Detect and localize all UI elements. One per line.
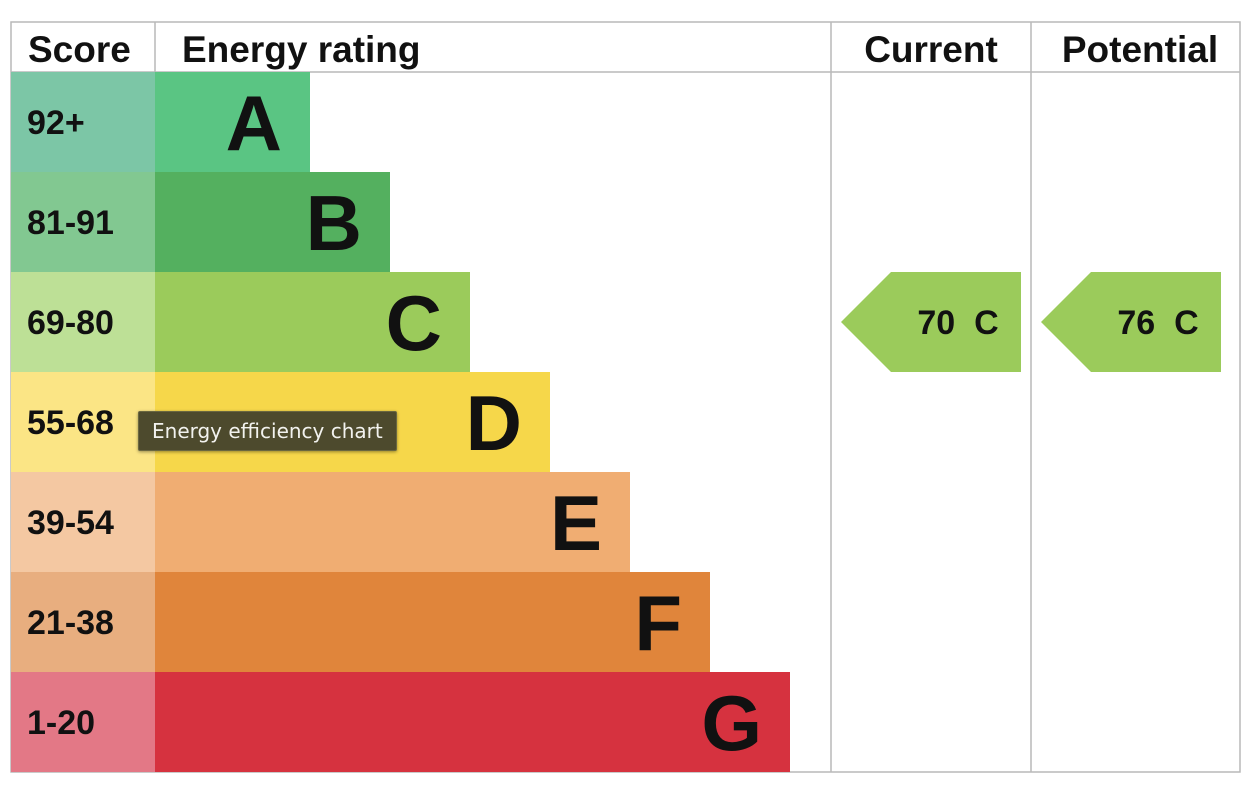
header-current: Current	[864, 29, 998, 70]
rating-bar-b	[155, 172, 390, 272]
score-label-c: 69-80	[27, 304, 114, 342]
rating-bar-e	[155, 472, 630, 572]
score-label-a: 92+	[27, 104, 85, 142]
score-cell-b	[11, 172, 155, 272]
rating-arrows: 70 C 76 C	[841, 272, 1221, 372]
current-rating-label: 70 C	[917, 304, 998, 342]
score-label-d: 55-68	[27, 404, 114, 442]
score-label-f: 21-38	[27, 604, 114, 642]
score-label-b: 81-91	[27, 204, 114, 242]
score-cell-e	[11, 472, 155, 572]
rating-bar-g	[155, 672, 790, 772]
potential-rating-arrow	[1041, 272, 1221, 372]
rating-bands: 92+ A 81-91 B 69-80 C 55-68 D 39-54 E 21-38 F 1-20 G	[11, 72, 790, 772]
score-cell-g	[11, 672, 155, 772]
score-cell-c	[11, 272, 155, 372]
current-rating-arrow	[841, 272, 1021, 372]
score-cell-a	[11, 72, 155, 172]
header-score: Score	[28, 29, 131, 70]
chart-tooltip: Energy efficiency chart	[138, 411, 397, 451]
rating-bar-c	[155, 272, 470, 372]
header-energy-rating: Energy rating	[182, 29, 421, 70]
score-label-e: 39-54	[27, 504, 114, 542]
rating-letter-f: F	[634, 579, 682, 667]
rating-letter-e: E	[550, 479, 602, 567]
score-label-g: 1-20	[27, 704, 95, 742]
rating-letter-a: A	[226, 79, 282, 167]
potential-rating-label: 76 C	[1117, 304, 1198, 342]
score-cell-f	[11, 572, 155, 672]
score-cell-d	[11, 372, 155, 472]
header-potential: Potential	[1062, 29, 1218, 70]
rating-bar-a	[155, 72, 310, 172]
rating-bar-f	[155, 572, 710, 672]
table-headers: Score Energy rating Current Potential	[28, 29, 1218, 70]
rating-letter-b: B	[306, 179, 362, 267]
rating-letter-g: G	[701, 679, 762, 767]
rating-letter-c: C	[386, 279, 442, 367]
rating-letter-d: D	[466, 379, 522, 467]
